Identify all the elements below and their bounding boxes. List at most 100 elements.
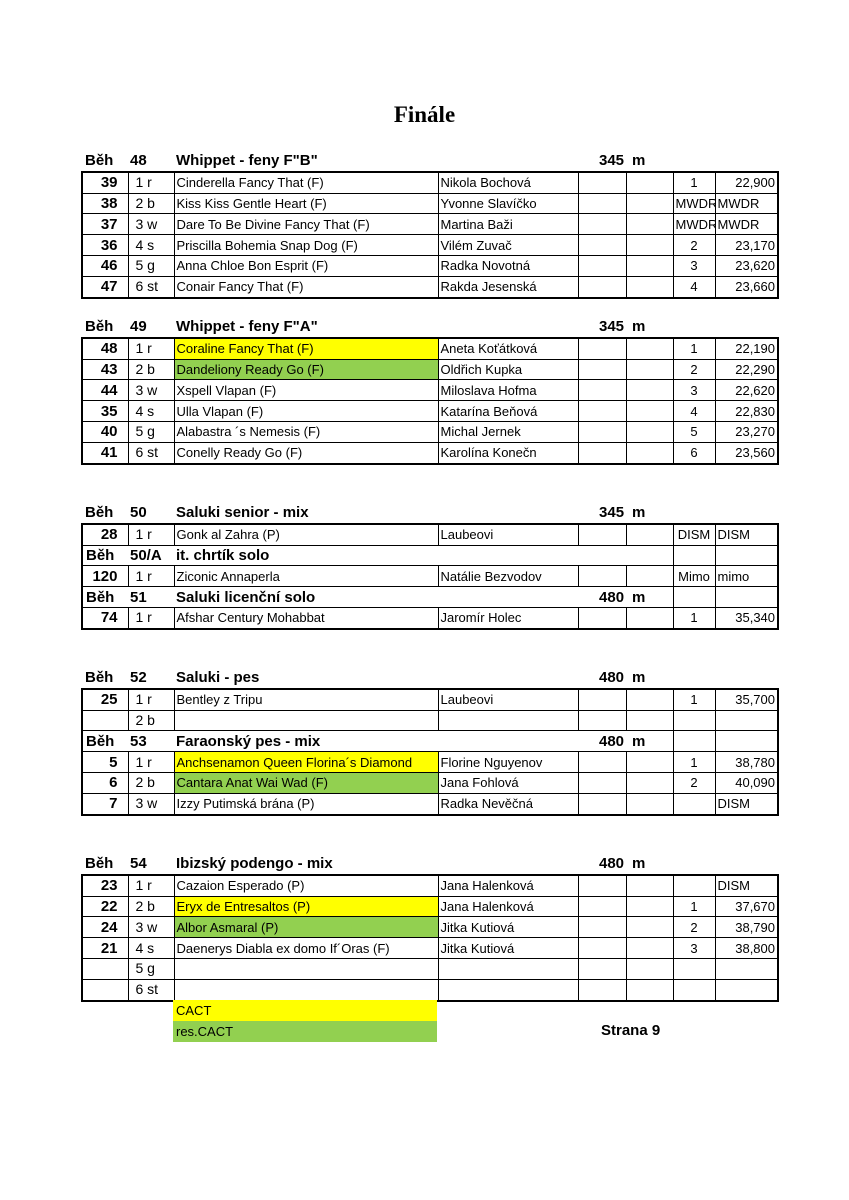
- heading-label: Běh: [85, 855, 114, 873]
- result-row: 36 4 s Priscilla Bohemia Snap Dog (F) Vilém…: [81, 234, 779, 256]
- start-number: 44: [81, 379, 129, 402]
- empty-cell: [672, 730, 716, 753]
- time: 40,090: [714, 771, 779, 794]
- place: Mimo: [672, 565, 716, 588]
- race-table: Běh 50 Saluki senior - mix 345 m 28 1 r Gonk al…: [81, 503, 780, 630]
- empty-cell: [714, 978, 779, 1002]
- owner: Martina Baži: [437, 213, 579, 236]
- start-number: 37: [81, 213, 129, 236]
- empty-cell: [577, 441, 627, 465]
- race-name: Saluki licenční solo: [174, 586, 579, 608]
- place: 1: [672, 751, 716, 773]
- owner: Radka Novotná: [437, 254, 579, 277]
- time: MWDR: [714, 192, 779, 215]
- box: 3 w: [127, 792, 175, 816]
- distance-unit: m: [632, 855, 646, 873]
- box: 2 b: [127, 358, 175, 381]
- race-name: Saluki - pes: [176, 669, 260, 687]
- distance: 480 m: [578, 730, 673, 753]
- time: MWDR: [714, 213, 779, 236]
- box: 1 r: [127, 606, 175, 630]
- empty-cell: [81, 709, 129, 732]
- race-heading: Běh 53 Faraonský pes - mix 480 m: [81, 730, 779, 753]
- race-name: Whippet - feny F"B": [176, 152, 318, 170]
- box: 6 st: [127, 978, 175, 1002]
- time: mimo: [714, 565, 780, 588]
- result-row: 44 3 w Xspell Vlapan (F) Miloslava Hofma 3 22…: [81, 379, 779, 402]
- time: 22,830: [714, 400, 779, 422]
- empty-cell: [577, 192, 627, 215]
- legend: CACT res.CACT: [173, 1000, 437, 1042]
- owner: Florine Nguyenov: [437, 751, 579, 773]
- empty-cell: [672, 586, 716, 608]
- owner: Aneta Koťátková: [437, 336, 579, 360]
- empty-cell: [577, 792, 627, 816]
- title: Finále: [393, 102, 456, 127]
- owner: Yvonne Slavíčko: [437, 192, 579, 215]
- time: 38,780: [714, 751, 779, 773]
- start-number: 40: [81, 420, 129, 443]
- box: 1 r: [127, 522, 175, 546]
- race-group: Běh 54 Ibizský podengo - mix 480 m 23 1 r Cazai…: [81, 854, 779, 1002]
- result-row: 24 3 w Albor Asmaral (P) Jitka Kutiová 2 38,7…: [81, 916, 779, 939]
- start-number: 25: [81, 687, 129, 711]
- time: 38,790: [714, 916, 779, 939]
- start-number: 24: [81, 916, 129, 939]
- distance-value: 480: [599, 669, 625, 687]
- empty-cell: [714, 709, 779, 732]
- empty-cell: [173, 957, 439, 980]
- time: 23,170: [714, 234, 779, 256]
- race-table: Běh 49 Whippet - feny F"A" 345 m 48 1 r Coralin…: [81, 317, 779, 465]
- dog-name: Gonk al Zahra (P): [173, 522, 439, 546]
- box: 5 g: [127, 957, 175, 980]
- time: 35,340: [714, 606, 780, 630]
- time: 38,800: [714, 937, 779, 959]
- empty-cell: [577, 771, 627, 794]
- start-number: 23: [81, 873, 129, 897]
- dog-name: Cinderella Fancy That (F): [173, 170, 439, 194]
- start-number: 43: [81, 358, 129, 381]
- owner: Vilém Zuvač: [437, 234, 579, 256]
- empty-cell: [577, 358, 627, 381]
- result-row: 5 g: [81, 957, 779, 980]
- time: 22,190: [714, 336, 779, 360]
- empty-cell: [673, 854, 715, 875]
- empty-cell: [173, 709, 439, 732]
- distance-value: 480: [599, 855, 625, 873]
- distance-value: 345: [599, 504, 625, 522]
- time: 37,670: [714, 895, 779, 918]
- race-number: 54: [130, 855, 147, 873]
- race-group: Běh 48 Whippet - feny F"B" 345 m 39 1 r Cindere…: [81, 151, 779, 299]
- empty-cell: [625, 606, 674, 630]
- result-row: 22 2 b Eryx de Entresaltos (P) Jana Halenko…: [81, 895, 779, 918]
- empty-cell: [577, 213, 627, 236]
- empty-cell: [625, 978, 674, 1002]
- owner: Laubeovi: [437, 522, 579, 546]
- time: 35,700: [714, 687, 779, 711]
- empty-cell: [672, 544, 716, 567]
- empty-cell: [625, 873, 674, 897]
- empty-cell: [673, 668, 715, 689]
- start-number: 46: [81, 254, 129, 277]
- empty-cell: [577, 873, 627, 897]
- race-name: Faraonský pes - mix: [174, 730, 578, 753]
- empty-cell: [625, 895, 674, 918]
- distance-value: 480: [599, 588, 625, 606]
- empty-cell: [625, 170, 674, 194]
- race-number: 48: [130, 152, 147, 170]
- empty-cell: [577, 254, 627, 277]
- empty-cell: [81, 978, 129, 1002]
- place: 2: [672, 916, 716, 939]
- place: 2: [672, 771, 716, 794]
- place: 4: [672, 400, 716, 422]
- owner: Jana Halenková: [437, 873, 579, 897]
- dog-name: Kiss Kiss Gentle Heart (F): [173, 192, 439, 215]
- place: DISM: [672, 522, 716, 546]
- race-number: 52: [130, 669, 147, 687]
- box: 3 w: [127, 916, 175, 939]
- race-heading: Běh 52 Saluki - pes 480 m: [82, 668, 778, 689]
- place: 3: [672, 254, 716, 277]
